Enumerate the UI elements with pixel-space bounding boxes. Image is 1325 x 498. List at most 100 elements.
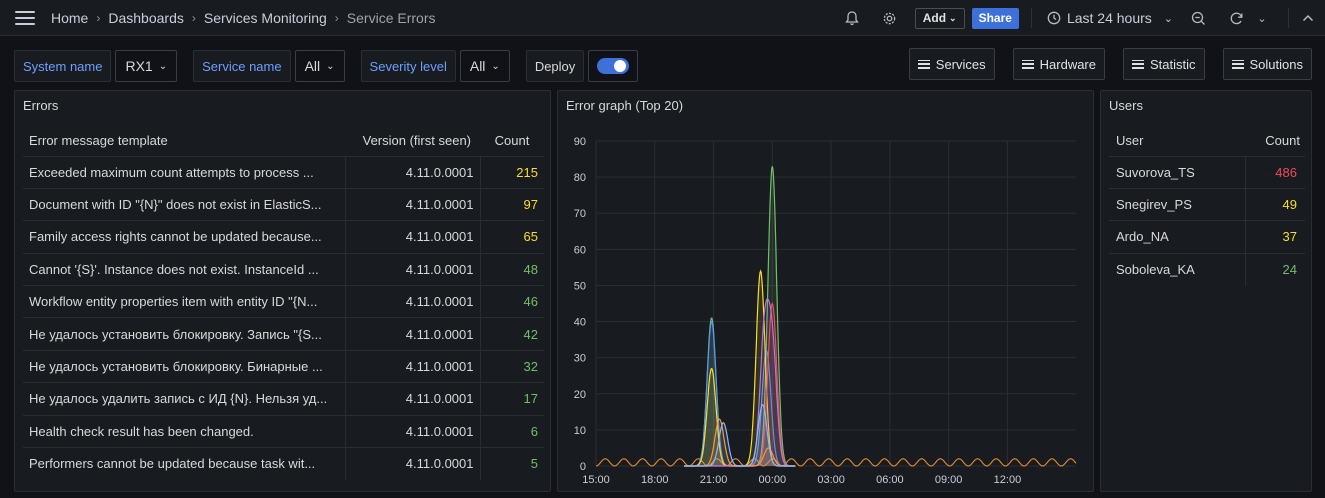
time-range-label: Last 24 hours (1066, 10, 1152, 26)
error-version-cell: 4.11.0.0001 (345, 414, 481, 448)
chevron-down-icon: ⌄ (326, 60, 335, 72)
column-header-version[interactable]: Version (first seen) (362, 133, 471, 149)
chevron-up-icon[interactable] (1297, 7, 1319, 29)
baseline-series-line (595, 458, 1077, 467)
add-button[interactable]: Add ⌄ (914, 7, 965, 29)
time-range-picker[interactable]: Last 24 hours ⌄ (1047, 10, 1173, 26)
deploy-toggle[interactable] (597, 58, 630, 74)
user-count-cell: 486 (1245, 155, 1305, 189)
error-count-cell: 48 (480, 252, 544, 286)
table-row[interactable]: Document with ID "{N}" does not exist in… (23, 187, 544, 221)
column-header-count[interactable]: Count (494, 133, 530, 149)
error-graph-panel: Error graph (Top 20) 0 10 20 30 40 50 60 70 80 90… (557, 90, 1094, 492)
series-area (684, 298, 796, 466)
chevron-right-icon: › (191, 10, 196, 25)
column-header-message[interactable]: Error message template (29, 133, 168, 149)
user-name-cell: Suvorova_TS (1109, 155, 1246, 189)
error-count-cell: 5 (480, 447, 544, 480)
x-tick-label: 21:00 (700, 474, 728, 486)
error-message-cell: Не удалось удалить запись с ИД {N}. Нель… (23, 382, 346, 416)
y-tick-label: 50 (574, 280, 586, 292)
breadcrumb-dashboards[interactable]: Dashboards (108, 9, 184, 26)
errors-panel: Errors Error message template Version (f… (14, 90, 551, 492)
service-name-value: All (304, 58, 321, 74)
x-tick-label: 00:00 (759, 474, 787, 486)
table-row[interactable]: Не удалось удалить запись с ИД {N}. Нель… (23, 382, 544, 416)
link-services[interactable]: Services (908, 48, 995, 80)
zoom-out-icon[interactable] (1187, 7, 1209, 29)
errors-panel-title[interactable]: Errors (23, 98, 59, 113)
table-row[interactable]: Health check result has been changed. 4.1… (23, 414, 544, 448)
errors-table-body: Exceeded maximum count attempts to proce… (23, 155, 544, 480)
error-version-cell: 4.11.0.0001 (345, 349, 481, 383)
clock-icon (1047, 11, 1061, 25)
table-row[interactable]: Cannot '{S}'. Instance does not exist. I… (23, 252, 544, 286)
breadcrumb-current: Service Errors (346, 9, 436, 26)
x-tick-label: 18:00 (641, 474, 669, 486)
column-header-user[interactable]: User (1116, 133, 1144, 149)
system-name-select[interactable]: RX1 ⌄ (115, 50, 178, 82)
table-row[interactable]: Family access rights cannot be updated b… (23, 220, 544, 254)
error-message-cell: Не удалось установить блокировку. Запись… (23, 317, 346, 351)
users-panel-title[interactable]: Users (1109, 98, 1143, 113)
error-message-cell: Не удалось установить блокировку. Бинарн… (23, 349, 346, 383)
series-area (684, 303, 796, 466)
y-tick-label: 80 (574, 172, 586, 184)
error-graph-chart[interactable]: 0 10 20 30 40 50 60 70 80 90 15:00 18:00 21:00 00:00 0… (558, 91, 1093, 491)
column-header-user-count[interactable]: Count (1265, 133, 1300, 149)
gear-icon[interactable] (879, 7, 901, 29)
error-version-cell: 4.11.0.0001 (345, 220, 481, 254)
error-graph-title[interactable]: Error graph (Top 20) (566, 98, 684, 113)
error-count-cell: 17 (480, 382, 544, 416)
table-row[interactable]: Не удалось установить блокировку. Бинарн… (23, 349, 544, 383)
series-area (684, 404, 796, 466)
link-hardware-label: Hardware (1039, 56, 1096, 72)
link-statistic[interactable]: Statistic (1123, 48, 1205, 80)
system-name-value: RX1 (125, 58, 153, 74)
link-hardware[interactable]: Hardware (1012, 48, 1105, 80)
errors-table: Error message template Version (first se… (23, 126, 544, 480)
chevron-right-icon: › (96, 10, 101, 25)
list-icon (1132, 59, 1144, 69)
breadcrumb-home[interactable]: Home (51, 9, 89, 26)
link-statistic-label: Statistic (1150, 56, 1196, 72)
table-row[interactable]: Performers cannot be updated because tas… (23, 447, 544, 480)
user-name-cell: Ardo_NA (1109, 220, 1246, 254)
link-solutions[interactable]: Solutions (1222, 48, 1312, 80)
table-row[interactable]: Workflow entity properties item with ent… (23, 285, 544, 318)
list-icon (1231, 59, 1244, 69)
error-count-cell: 32 (480, 349, 544, 383)
error-version-cell: 4.11.0.0001 (345, 382, 481, 416)
users-table: User Count Suvorova_TS 486 Snegirev_PS 49 Ar… (1109, 126, 1305, 286)
error-message-cell: Cannot '{S}'. Instance does not exist. I… (23, 252, 346, 286)
refresh-icon[interactable] (1225, 7, 1247, 29)
error-version-cell: 4.11.0.0001 (345, 317, 481, 351)
severity-level-select[interactable]: All ⌄ (459, 50, 510, 82)
menu-icon[interactable] (15, 10, 35, 25)
table-row[interactable]: Ardo_NA 37 (1109, 220, 1305, 254)
toolbar: Add ⌄ Share Last 24 hours ⌄ ⌄ (841, 0, 1325, 36)
chevron-down-icon: ⌄ (158, 60, 168, 72)
chevron-down-icon[interactable]: ⌄ (1257, 12, 1267, 25)
chevron-right-icon: › (334, 10, 339, 25)
breadcrumb-folder[interactable]: Services Monitoring (203, 9, 327, 26)
share-button[interactable]: Share (971, 7, 1019, 29)
table-row[interactable]: Exceeded maximum count attempts to proce… (23, 155, 544, 189)
service-name-select[interactable]: All ⌄ (294, 50, 345, 82)
y-tick-label: 60 (574, 244, 586, 256)
error-count-cell: 46 (480, 285, 544, 318)
table-row[interactable]: Snegirev_PS 49 (1109, 187, 1305, 221)
y-tick-label: 30 (574, 353, 586, 365)
error-version-cell: 4.11.0.0001 (345, 252, 481, 286)
link-solutions-label: Solutions (1249, 56, 1303, 72)
link-services-label: Services (935, 56, 986, 72)
x-tick-label: 03:00 (817, 474, 845, 486)
table-row[interactable]: Не удалось установить блокировку. Запись… (23, 317, 544, 351)
users-table-body: Suvorova_TS 486 Snegirev_PS 49 Ardo_NA 37 Sobo… (1109, 155, 1305, 286)
y-tick-label: 10 (574, 425, 586, 437)
y-tick-label: 40 (574, 317, 586, 329)
table-row[interactable]: Suvorova_TS 486 (1109, 155, 1305, 189)
error-message-cell: Family access rights cannot be updated b… (23, 220, 346, 254)
table-row[interactable]: Soboleva_KA 24 (1109, 252, 1305, 286)
bell-icon[interactable] (841, 7, 863, 29)
